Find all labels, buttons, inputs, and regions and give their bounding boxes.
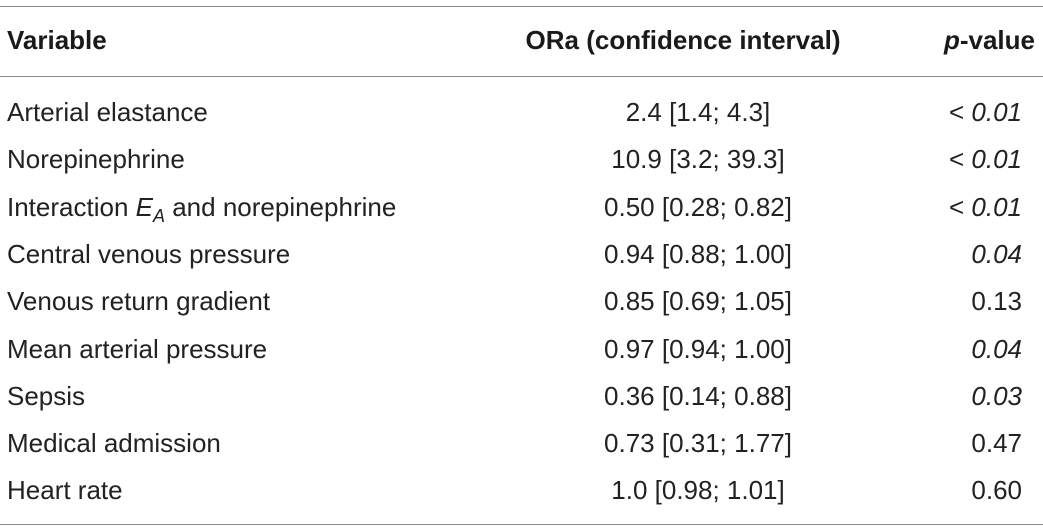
- cell-or: 0.97 [0.94; 1.00]: [604, 334, 792, 364]
- cell-variable-post: and norepinephrine: [165, 192, 397, 222]
- cell-variable: Central venous pressure: [7, 239, 291, 269]
- cell-p-value: 0.47: [971, 428, 1022, 458]
- table-row: Heart rate 1.0 [0.98; 1.01] 0.60: [0, 467, 1043, 514]
- cell-p-value: < 0.01: [949, 89, 1022, 136]
- table-row: Sepsis 0.36 [0.14; 0.88] 0.03: [0, 373, 1043, 420]
- cell-or: 0.85 [0.69; 1.05]: [604, 286, 792, 316]
- cell-or: 1.0 [0.98; 1.01]: [611, 475, 785, 505]
- cell-p-value: < 0.01: [949, 136, 1022, 183]
- header-rule: [0, 76, 1043, 77]
- cell-p: 0.01: [971, 97, 1022, 127]
- table-row: Venous return gradient 0.85 [0.69; 1.05]…: [0, 278, 1043, 325]
- cell-variable: Mean arterial pressure: [7, 334, 268, 364]
- table-row: Interaction EA and norepinephrine 0.50 […: [0, 184, 1043, 231]
- cell-p-value: 0.04: [971, 334, 1022, 364]
- cell-p-prefix: <: [948, 97, 972, 127]
- header-p-value: p-value: [944, 17, 1035, 64]
- cell-variable: Heart rate: [7, 475, 123, 505]
- cell-p-value: 0.04: [971, 239, 1022, 269]
- cell-variable: Sepsis: [7, 381, 86, 411]
- cell-or: 0.94 [0.88; 1.00]: [604, 239, 792, 269]
- cell-p-prefix: <: [948, 192, 972, 222]
- bottom-rule: [0, 524, 1043, 525]
- cell-variable: Interaction EA and norepinephrine: [7, 184, 396, 240]
- table-header-row: Variable ORa (confidence interval) p-val…: [0, 17, 1043, 64]
- cell-variable: Venous return gradient: [7, 286, 271, 316]
- cell-p-value: 0.60: [971, 475, 1022, 505]
- cell-variable: Norepinephrine: [7, 144, 185, 174]
- cell-or: 0.73 [0.31; 1.77]: [604, 428, 792, 458]
- cell-or: 2.4 [1.4; 4.3]: [625, 97, 771, 127]
- cell-or: 0.36 [0.14; 0.88]: [604, 381, 792, 411]
- cell-variable: Arterial elastance: [7, 97, 208, 127]
- table-row: Norepinephrine 10.9 [3.2; 39.3] < 0.01: [0, 136, 1043, 183]
- cell-p-value: 0.03: [971, 381, 1022, 411]
- header-or: ORa (confidence interval): [525, 25, 841, 55]
- cell-or: 0.50 [0.28; 0.82]: [604, 192, 792, 222]
- cell-or: 10.9 [3.2; 39.3]: [611, 144, 785, 174]
- cell-p: 0.01: [971, 192, 1022, 222]
- table-row: Medical admission 0.73 [0.31; 1.77] 0.47: [0, 420, 1043, 467]
- header-p-rest: -value: [959, 25, 1035, 55]
- table-row: Central venous pressure 0.94 [0.88; 1.00…: [0, 231, 1043, 278]
- cell-p: 0.01: [971, 144, 1022, 174]
- header-variable: Variable: [7, 25, 107, 55]
- cell-p-value: 0.13: [971, 286, 1022, 316]
- cell-variable-e: E: [135, 192, 153, 222]
- cell-variable: Medical admission: [7, 428, 221, 458]
- cell-p-prefix: <: [948, 144, 972, 174]
- top-rule: [0, 6, 1043, 7]
- table-row: Mean arterial pressure 0.97 [0.94; 1.00]…: [0, 326, 1043, 373]
- table-row: Arterial elastance 2.4 [1.4; 4.3] < 0.01: [0, 89, 1043, 136]
- cell-variable-sub: A: [152, 206, 165, 226]
- header-p-italic: p: [943, 25, 960, 55]
- cell-variable-pre: Interaction: [7, 192, 136, 222]
- cell-p-value: < 0.01: [949, 184, 1022, 231]
